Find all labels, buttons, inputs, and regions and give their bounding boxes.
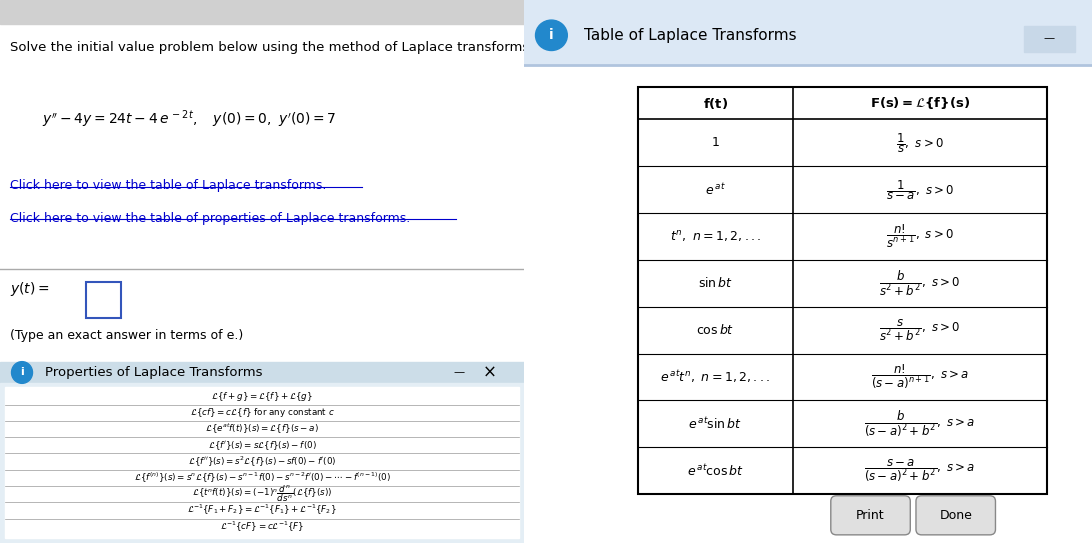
Text: $\cos bt$: $\cos bt$ xyxy=(697,323,735,337)
Text: $\mathbf{F(s) = \mathcal{L}\{f\}(s)}$: $\mathbf{F(s) = \mathcal{L}\{f\}(s)}$ xyxy=(870,95,970,111)
Text: $e^{\,at}t^n,\ n=1,2,...$: $e^{\,at}t^n,\ n=1,2,...$ xyxy=(661,369,771,386)
Text: $\mathcal{L}\{f'\}(s) = s\mathcal{L}\{f\}(s) - f(0)$: $\mathcal{L}\{f'\}(s) = s\mathcal{L}\{f\… xyxy=(207,439,317,452)
Text: i: i xyxy=(20,368,24,377)
Text: $\mathcal{L}\{t^nf(t)\}(s) = (-1)^n\dfrac{d^n}{ds^n}(\mathcal{L}\{f\}(s))$: $\mathcal{L}\{t^nf(t)\}(s) = (-1)^n\dfra… xyxy=(192,484,332,504)
Text: $\dfrac{s-a}{(s-a)^2+b^2},\ s>a$: $\dfrac{s-a}{(s-a)^2+b^2},\ s>a$ xyxy=(864,457,975,484)
Text: $\mathcal{L}^{-1}\{cF\} = c\mathcal{L}^{-1}\{F\}$: $\mathcal{L}^{-1}\{cF\} = c\mathcal{L}^{… xyxy=(219,520,305,534)
Circle shape xyxy=(535,20,568,50)
Text: $\mathcal{L}\{f^{(n)}\}(s) = s^n\mathcal{L}\{f\}(s) - s^{n-1}f(0) - s^{n-2}f'(0): $\mathcal{L}\{f^{(n)}\}(s) = s^n\mathcal… xyxy=(133,471,391,485)
Text: $\mathcal{L}\{f+g\} = \mathcal{L}\{f\} + \mathcal{L}\{g\}$: $\mathcal{L}\{f+g\} = \mathcal{L}\{f\} +… xyxy=(211,390,313,403)
Text: Click here to view the table of Laplace transforms.: Click here to view the table of Laplace … xyxy=(11,179,327,192)
Text: ×: × xyxy=(483,363,497,382)
Text: $\dfrac{s}{s^2+b^2},\ s>0$: $\dfrac{s}{s^2+b^2},\ s>0$ xyxy=(879,317,961,343)
Bar xyxy=(524,65,1092,543)
Circle shape xyxy=(12,362,33,383)
Bar xyxy=(5,387,519,538)
Text: $\mathcal{L}^{-1}\{F_1+F_2\} = \mathcal{L}^{-1}\{F_1\} + \mathcal{L}^{-1}\{F_2\}: $\mathcal{L}^{-1}\{F_1+F_2\} = \mathcal{… xyxy=(188,503,336,517)
Text: $\dfrac{1}{s-a},\ s>0$: $\dfrac{1}{s-a},\ s>0$ xyxy=(886,178,954,201)
FancyBboxPatch shape xyxy=(86,282,120,318)
Text: Done: Done xyxy=(939,509,972,522)
Text: Print: Print xyxy=(856,509,885,522)
Text: $t^n,\ n=1,2,...$: $t^n,\ n=1,2,...$ xyxy=(669,229,761,244)
Bar xyxy=(0,362,524,383)
Bar xyxy=(638,87,1046,494)
Text: $\dfrac{b}{(s-a)^2+b^2},\ s>a$: $\dfrac{b}{(s-a)^2+b^2},\ s>a$ xyxy=(864,409,975,439)
Text: $y'' - 4y = 24t - 4\,e^{\,-2t},\quad y(0) = 0,\ y'(0) = 7$: $y'' - 4y = 24t - 4\,e^{\,-2t},\quad y(0… xyxy=(41,109,336,130)
Text: (Type an exact answer in terms of e.): (Type an exact answer in terms of e.) xyxy=(11,329,244,342)
Text: $\dfrac{b}{s^2+b^2},\ s>0$: $\dfrac{b}{s^2+b^2},\ s>0$ xyxy=(879,269,961,298)
Text: $e^{\,at}$: $e^{\,at}$ xyxy=(705,182,726,198)
Text: $e^{\,at}\cos bt$: $e^{\,at}\cos bt$ xyxy=(687,463,744,478)
Bar xyxy=(524,0,1092,65)
Text: $\sin bt$: $\sin bt$ xyxy=(698,276,733,291)
Text: $e^{\,at}\sin bt$: $e^{\,at}\sin bt$ xyxy=(688,416,743,432)
Text: $1$: $1$ xyxy=(711,136,720,149)
FancyBboxPatch shape xyxy=(916,496,996,535)
Text: $\mathbf{f(t)}$: $\mathbf{f(t)}$ xyxy=(703,96,728,111)
Text: $\dfrac{n!}{(s-a)^{n+1}},\ s>a$: $\dfrac{n!}{(s-a)^{n+1}},\ s>a$ xyxy=(870,363,969,392)
Text: $\mathcal{L}\{cf\} = c\mathcal{L}\{f\}$ for any constant $c$: $\mathcal{L}\{cf\} = c\mathcal{L}\{f\}$ … xyxy=(190,406,334,419)
Bar xyxy=(0,0,524,24)
Text: Properties of Laplace Transforms: Properties of Laplace Transforms xyxy=(45,366,262,379)
Text: —: — xyxy=(453,368,464,377)
Text: Table of Laplace Transforms: Table of Laplace Transforms xyxy=(584,28,796,43)
Text: —: — xyxy=(1044,34,1055,43)
Text: $y(t) = $: $y(t) = $ xyxy=(11,280,50,298)
Bar xyxy=(1024,26,1075,52)
Text: Solve the initial value problem below using the method of Laplace transforms.: Solve the initial value problem below us… xyxy=(11,41,534,54)
Text: Click here to view the table of properties of Laplace transforms.: Click here to view the table of properti… xyxy=(11,212,411,225)
Bar xyxy=(0,383,524,543)
Text: $\dfrac{n!}{s^{n+1}},\ s>0$: $\dfrac{n!}{s^{n+1}},\ s>0$ xyxy=(886,223,954,250)
Text: $\mathcal{L}\{f''\}(s) = s^2\mathcal{L}\{f\}(s) - sf(0) - f'(0)$: $\mathcal{L}\{f''\}(s) = s^2\mathcal{L}\… xyxy=(188,454,336,469)
Text: $\mathcal{L}\{e^{at}f(t)\}(s) = \mathcal{L}\{f\}(s-a)$: $\mathcal{L}\{e^{at}f(t)\}(s) = \mathcal… xyxy=(205,422,319,436)
Text: i: i xyxy=(549,28,554,42)
FancyBboxPatch shape xyxy=(831,496,911,535)
Text: $\dfrac{1}{s},\ s>0$: $\dfrac{1}{s},\ s>0$ xyxy=(895,131,943,155)
